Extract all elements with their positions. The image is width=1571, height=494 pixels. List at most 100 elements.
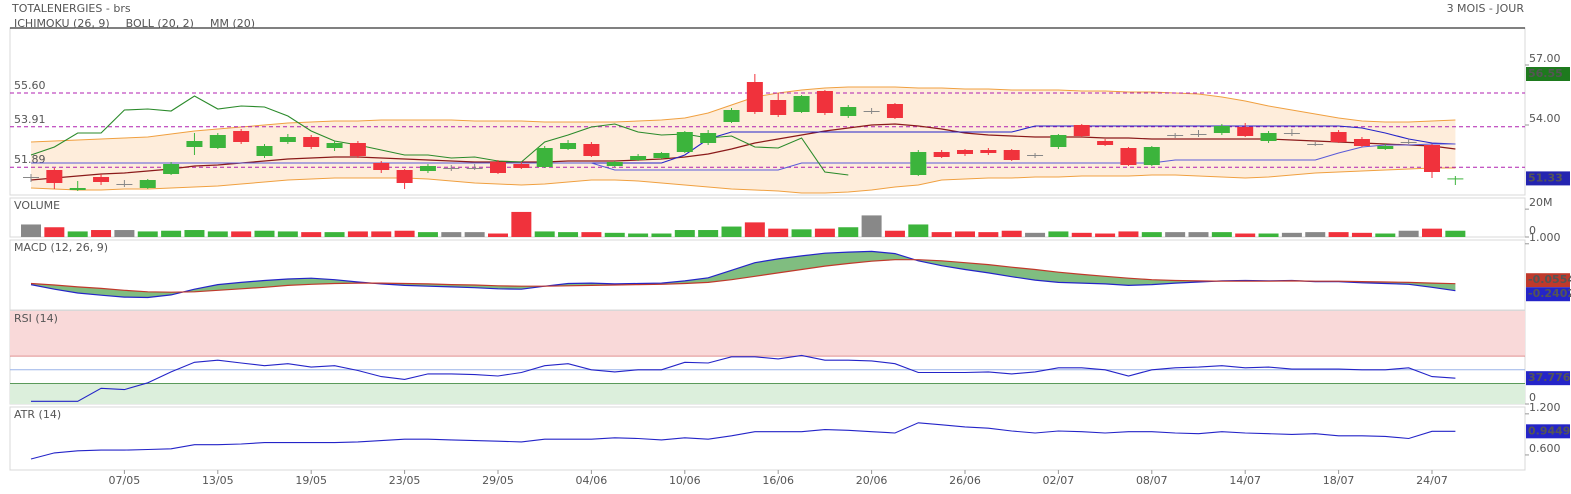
volume-bar bbox=[137, 231, 158, 237]
indicator-line bbox=[30, 422, 1456, 460]
candle-body bbox=[770, 100, 787, 115]
x-tick-label: 19/05 bbox=[295, 474, 327, 487]
candle-body bbox=[536, 148, 553, 167]
x-tick-label: 16/06 bbox=[762, 474, 794, 487]
candle-body bbox=[980, 150, 997, 153]
candle-body bbox=[746, 82, 763, 112]
candle-body bbox=[139, 180, 156, 188]
bollinger-upper bbox=[30, 86, 1456, 143]
page-title: TOTALENERGIES - brs bbox=[11, 2, 131, 15]
candle-body bbox=[1050, 135, 1067, 147]
volume-bar bbox=[161, 230, 182, 237]
candle-body bbox=[606, 162, 623, 166]
candle-body bbox=[116, 184, 133, 185]
volume-bar bbox=[1422, 228, 1442, 237]
x-tick-label: 18/07 bbox=[1323, 474, 1355, 487]
y-tick-label: 0 bbox=[1529, 391, 1536, 404]
candle-body bbox=[1213, 126, 1230, 133]
x-tick-label: 13/05 bbox=[202, 474, 234, 487]
level-label: 55.60 bbox=[14, 79, 46, 92]
candle-body bbox=[256, 146, 273, 156]
volume-bar bbox=[1165, 232, 1186, 237]
volume-bar bbox=[1328, 232, 1349, 237]
x-tick-label: 23/05 bbox=[389, 474, 421, 487]
x-tick-label: 04/06 bbox=[576, 474, 608, 487]
oversold-zone bbox=[10, 383, 1525, 404]
candle-body bbox=[793, 96, 810, 112]
y-tick-label: 20M bbox=[1529, 196, 1553, 209]
x-tick-label: 14/07 bbox=[1229, 474, 1261, 487]
candle-body bbox=[396, 170, 413, 183]
level-label: 51.89 bbox=[14, 153, 46, 166]
volume-bar bbox=[581, 232, 602, 237]
ichimoku-line bbox=[31, 143, 1456, 171]
volume-bar bbox=[558, 232, 579, 237]
candle-body bbox=[1377, 146, 1394, 149]
volume-bar bbox=[534, 231, 555, 237]
volume-bar bbox=[91, 230, 112, 237]
panel-title: MACD (12, 26, 9) bbox=[14, 241, 108, 254]
candle-body bbox=[560, 143, 577, 149]
y-tick-label: 54.00 bbox=[1529, 112, 1561, 125]
candle-body bbox=[1307, 144, 1324, 145]
volume-bar bbox=[1188, 232, 1209, 237]
candle-body bbox=[46, 170, 63, 183]
x-tick-label: 24/07 bbox=[1416, 474, 1448, 487]
x-tick-label: 10/06 bbox=[669, 474, 701, 487]
value-box-label: -0.0554 bbox=[1528, 273, 1571, 286]
legend-entry: MM (20) bbox=[210, 17, 255, 30]
candle-body bbox=[1260, 133, 1277, 141]
y-tick-label: 0 bbox=[1529, 224, 1536, 237]
y-tick-label: 57.00 bbox=[1529, 52, 1561, 65]
candle-body bbox=[513, 164, 530, 168]
volume-bar bbox=[464, 232, 485, 237]
candle-body bbox=[303, 137, 320, 147]
candle-body bbox=[1400, 142, 1417, 143]
volume-bar bbox=[207, 231, 228, 237]
volume-bar bbox=[21, 224, 41, 237]
volume-bar bbox=[1445, 230, 1466, 237]
volume-bar bbox=[1375, 233, 1396, 237]
volume-bar bbox=[488, 233, 508, 237]
candle-body bbox=[326, 143, 343, 148]
volume-bar bbox=[1305, 232, 1326, 237]
volume-bar bbox=[931, 232, 952, 237]
volume-bar bbox=[1211, 232, 1232, 237]
candle-body bbox=[349, 143, 366, 156]
candle-body bbox=[1353, 139, 1370, 146]
volume-bar bbox=[978, 232, 999, 237]
candle-body bbox=[1027, 155, 1044, 156]
panel-title: ATR (14) bbox=[14, 408, 61, 421]
volume-bar bbox=[277, 231, 298, 237]
candle-body bbox=[279, 137, 296, 142]
panel-frame bbox=[9, 406, 1526, 471]
candle-body bbox=[1120, 148, 1137, 165]
volume-bar bbox=[371, 231, 392, 237]
value-box-label: 51.33 bbox=[1528, 171, 1563, 184]
volume-bar bbox=[698, 230, 719, 237]
volume-bar bbox=[394, 230, 415, 237]
value-box-label: 37.776 bbox=[1528, 371, 1571, 384]
volume-bar bbox=[114, 230, 135, 237]
candle-body bbox=[886, 104, 903, 118]
value-box bbox=[1526, 67, 1570, 81]
candle-body bbox=[443, 168, 460, 169]
volume-bar bbox=[744, 222, 765, 237]
candle-body bbox=[840, 107, 857, 116]
value-box-label: -0.2402 bbox=[1528, 287, 1571, 300]
volume-bar bbox=[768, 228, 789, 237]
candle-body bbox=[933, 152, 950, 157]
x-tick-label: 02/07 bbox=[1043, 474, 1075, 487]
volume-bar bbox=[67, 231, 88, 237]
value-box bbox=[1526, 424, 1570, 439]
candle-body bbox=[490, 162, 506, 173]
volume-bar bbox=[1141, 232, 1162, 237]
volume-bar bbox=[814, 228, 835, 237]
volume-bar bbox=[231, 231, 252, 237]
candle-body bbox=[1424, 145, 1440, 172]
volume-bar bbox=[1001, 230, 1022, 237]
candle-body bbox=[419, 166, 436, 171]
moving-average bbox=[30, 123, 1456, 181]
volume-bar bbox=[301, 232, 322, 237]
candle-body bbox=[1073, 125, 1090, 136]
